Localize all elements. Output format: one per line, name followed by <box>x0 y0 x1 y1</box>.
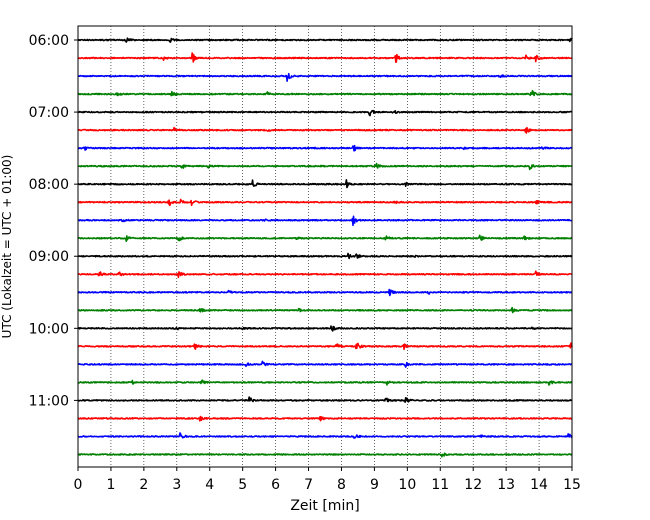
x-tick-label: 7 <box>304 477 313 493</box>
trace-0600 <box>77 37 573 43</box>
x-ticks: 0 1 2 3 4 5 6 7 8 9 10 11 12 13 14 15 <box>74 467 581 493</box>
trace-0645 <box>77 90 573 97</box>
trace-0715 <box>77 126 573 134</box>
x-tick-label: 5 <box>238 477 247 493</box>
trace-0930 <box>77 288 573 297</box>
x-tick-label: 12 <box>464 477 482 493</box>
x-tick-label: 8 <box>337 477 346 493</box>
x-tick-label: 9 <box>370 477 379 493</box>
trace-0900 <box>77 252 573 260</box>
x-tick-label: 6 <box>271 477 280 493</box>
x-tick-label: 15 <box>563 477 581 493</box>
x-tick-label: 14 <box>530 477 548 493</box>
y-tick-label: 06:00 <box>29 33 69 49</box>
trace-0730 <box>77 144 573 152</box>
trace-0815 <box>77 198 573 207</box>
x-tick-label: 2 <box>139 477 148 493</box>
x-tick-label: 10 <box>398 477 416 493</box>
x-axis-label: Zeit [min] <box>290 498 359 514</box>
trace-0915 <box>77 270 573 279</box>
trace-0800 <box>77 179 573 189</box>
x-tick-label: 13 <box>497 477 515 493</box>
y-tick-label: 07:00 <box>29 105 69 121</box>
trace-0745 <box>77 162 573 171</box>
plot-frame <box>77 25 573 468</box>
y-tick-label: 08:00 <box>29 177 69 193</box>
trace-0630 <box>77 72 573 82</box>
trace-0945 <box>77 306 573 314</box>
y-tick-label: 11:00 <box>29 393 69 409</box>
trace-1100 <box>77 396 573 403</box>
x-tick-label: 4 <box>205 477 214 493</box>
trace-0615 <box>77 52 573 63</box>
trace-0830 <box>77 215 573 227</box>
y-tick-label: 09:00 <box>29 249 69 265</box>
y-ticks: 06:00 07:00 08:00 09:00 10:00 11:00 <box>29 33 78 409</box>
y-axis-label: UTC (Lokalzeit = UTC + 01:00) <box>0 155 14 339</box>
x-tick-label: 3 <box>172 477 181 493</box>
trace-1130 <box>77 432 573 439</box>
trace-1000 <box>77 325 573 332</box>
x-tick-label: 0 <box>74 477 83 493</box>
trace-1145 <box>77 452 573 458</box>
trace-1030 <box>77 360 573 368</box>
trace-1115 <box>77 415 573 422</box>
trace-1045 <box>77 379 573 386</box>
y-tick-label: 10:00 <box>29 321 69 337</box>
trace-0700 <box>77 109 573 117</box>
x-tick-label: 1 <box>106 477 115 493</box>
trace-layer <box>77 37 573 458</box>
trace-0845 <box>77 234 573 243</box>
x-tick-label: 11 <box>431 477 449 493</box>
trace-1015 <box>77 342 573 351</box>
